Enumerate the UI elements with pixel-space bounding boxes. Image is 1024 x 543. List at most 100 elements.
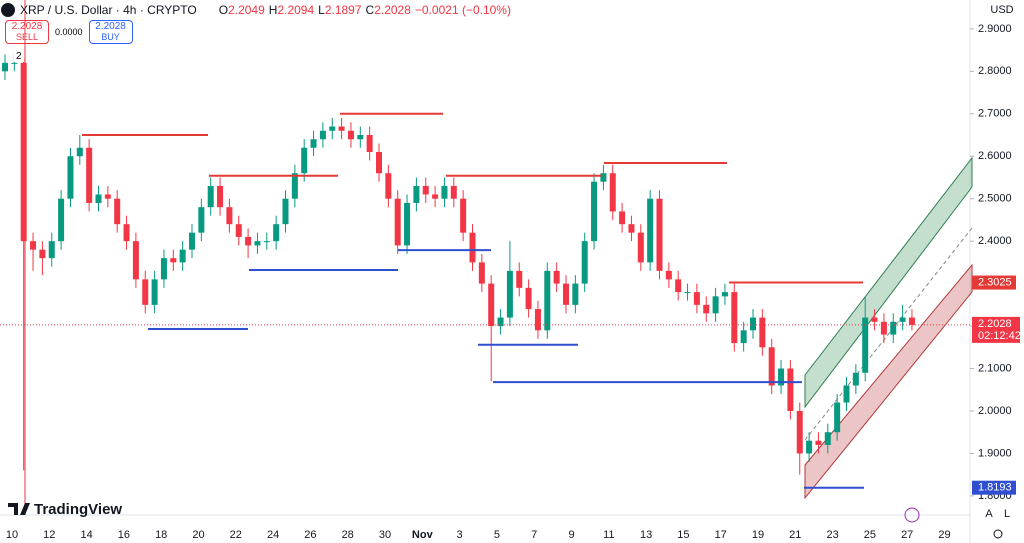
header: XRP / U.S. Dollar · 4h · CRYPTO O2.2049 … [0,2,511,18]
x-tick-label: 10 [6,529,18,541]
brand: TradingView [34,501,122,518]
price-label-box [972,275,1016,290]
countdown: 02:12:42 [978,330,1021,342]
sell-button[interactable]: 2.2028 SELL [5,20,49,44]
candle-body [376,151,382,174]
x-tick-label: 24 [267,529,279,541]
candle-body [656,198,663,271]
x-tick-label: 7 [531,529,537,541]
candle-body [263,241,270,243]
candle-body [123,224,130,242]
candle-body [67,156,74,199]
down-channel [804,263,973,500]
buy-label: BUY [101,32,120,42]
candle-body [600,173,607,182]
x-tick-label: 17 [715,529,727,541]
auto-scale[interactable]: A [985,508,993,520]
assistant-icon[interactable] [904,507,920,523]
candle-body [778,368,785,386]
indicator-count[interactable]: 2 [14,51,24,62]
x-tick-label: 19 [752,529,764,541]
candle-body [806,440,813,454]
candle-body [422,185,429,195]
y-tick-label: 2.8000 [978,65,1012,77]
candle-body [58,198,65,242]
candle-body [450,185,457,199]
candle-body [245,236,252,246]
candle-body [516,270,523,288]
candle-body [151,279,158,305]
candle-body [11,62,18,64]
candle-body [30,241,37,250]
candle-body [834,402,841,433]
x-tick-label: 29 [938,529,950,541]
candle-body [460,198,467,233]
candle-body [843,385,850,403]
buy-button[interactable]: 2.2028 BUY [88,20,133,44]
x-tick-label: Nov [412,529,434,541]
candle-body [338,126,345,131]
candle-body [908,317,915,325]
log-scale[interactable]: L [1004,508,1010,520]
candle-body [413,185,420,203]
candle-body [684,292,691,294]
candle-body [273,224,280,242]
l-value: 2.1897 [324,3,362,17]
up-channel [804,156,973,409]
candle-body [563,283,569,305]
symbol-icon [1,3,15,17]
candle-body [693,292,700,305]
settings-icon[interactable] [993,529,1003,539]
candle-body [319,130,326,140]
x-tick-label: 20 [192,529,204,541]
y-tick-label: 2.4000 [978,235,1012,247]
candle-body [665,270,672,280]
currency[interactable]: USD [990,4,1013,16]
symbol[interactable]: XRP / U.S. Dollar · 4h · CRYPTO [20,3,197,17]
x-tick-label: 21 [789,529,801,541]
candle-body [478,262,485,284]
x-tick-label: 15 [677,529,689,541]
candle-body [301,147,308,174]
candle-body [198,207,205,233]
candle-body [852,372,859,386]
candle-body [647,198,654,263]
candle-body [731,292,738,344]
candle-body [488,283,495,327]
c-label: C [365,3,375,17]
last-price-box [972,316,1020,343]
candle-body [282,198,289,225]
candle-body [544,270,551,331]
candle-body [385,173,392,199]
candle-body [525,287,532,310]
candle-body [76,147,83,157]
price-label: 2.3025 [978,276,1012,288]
candle-body [394,198,401,246]
candle-body [721,292,728,297]
candle-body [20,62,27,242]
candle-body [759,317,766,348]
channel-midline [804,227,973,441]
last-price-label: 2.2028 [978,318,1012,330]
candle-body [86,147,93,203]
candle-body [768,347,775,386]
spread: 0.0000 [55,27,83,37]
candle-body [890,321,897,335]
candle-body [132,241,139,280]
candle-body [291,173,298,199]
candle-body [404,202,411,246]
x-tick-label: 9 [568,529,574,541]
candle-body [347,130,354,140]
x-tick-label: 22 [230,529,242,541]
y-tick-label: 1.9000 [978,447,1012,459]
candle-body [815,440,822,445]
candle-body [226,207,233,225]
y-tick-label: 2.5000 [978,193,1012,205]
candle-body [824,432,831,445]
x-tick-label: 25 [864,529,876,541]
candle-body [628,224,635,233]
candle-body [497,317,504,327]
x-tick-label: 23 [826,529,838,541]
